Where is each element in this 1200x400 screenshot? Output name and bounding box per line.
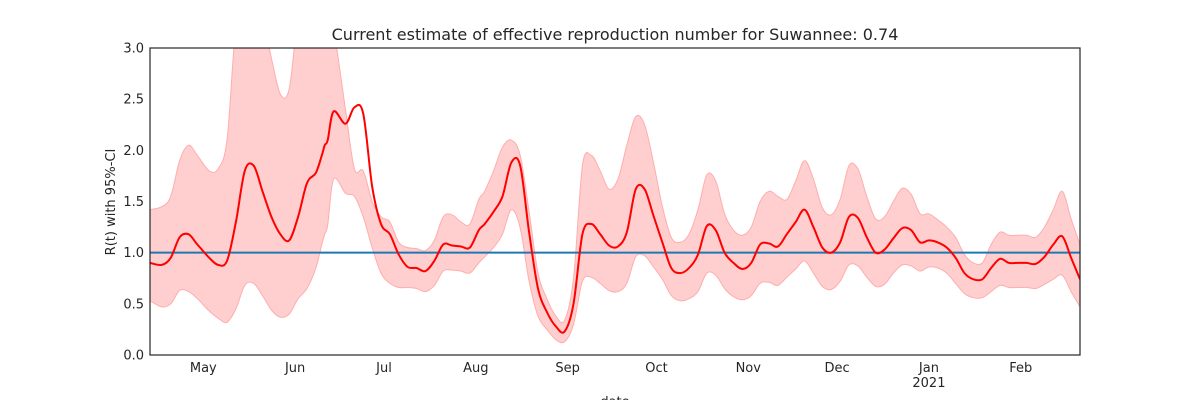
x-tick-label: Aug <box>463 361 488 376</box>
ci-band-0 <box>150 48 1080 344</box>
x-tick-label: Feb <box>1009 361 1032 376</box>
y-tick-label: 0.0 <box>123 349 144 364</box>
x-tick-label: May <box>190 361 217 376</box>
plot-area: 0.0 0.5 1.0 1.5 2.0 2.5 3.0 May Jun Jul Aug Sep Oct N… <box>123 42 1081 391</box>
y-tick-label: 2.0 <box>123 144 144 159</box>
y-axis-title: R(t) with 95%-CI <box>104 149 119 256</box>
plot-frame <box>149 47 1081 356</box>
y-tick-label: 3.0 <box>123 42 144 57</box>
x-tick-label: Nov <box>736 361 762 376</box>
y-tick-label: 1.5 <box>123 195 144 210</box>
x-tick-label: Jan <box>918 361 939 376</box>
x-tick-label: Dec <box>825 361 850 376</box>
x-tick-label: Oct <box>645 361 667 376</box>
plot-clip-group <box>150 48 1080 344</box>
x-tick-sublabel: 2021 <box>912 376 945 391</box>
x-tick-label: Jun <box>284 361 305 376</box>
y-tick-label: 0.5 <box>123 297 144 312</box>
y-tick-label: 2.5 <box>123 93 144 108</box>
x-axis-title: date <box>600 395 629 400</box>
x-tick-label: Jul <box>375 361 392 376</box>
chart-title: Current estimate of effective reproducti… <box>332 25 899 44</box>
y-tick-label: 1.0 <box>123 246 144 261</box>
rt-estimate-line-0 <box>150 103 1080 334</box>
x-tick-label: Sep <box>555 361 580 376</box>
